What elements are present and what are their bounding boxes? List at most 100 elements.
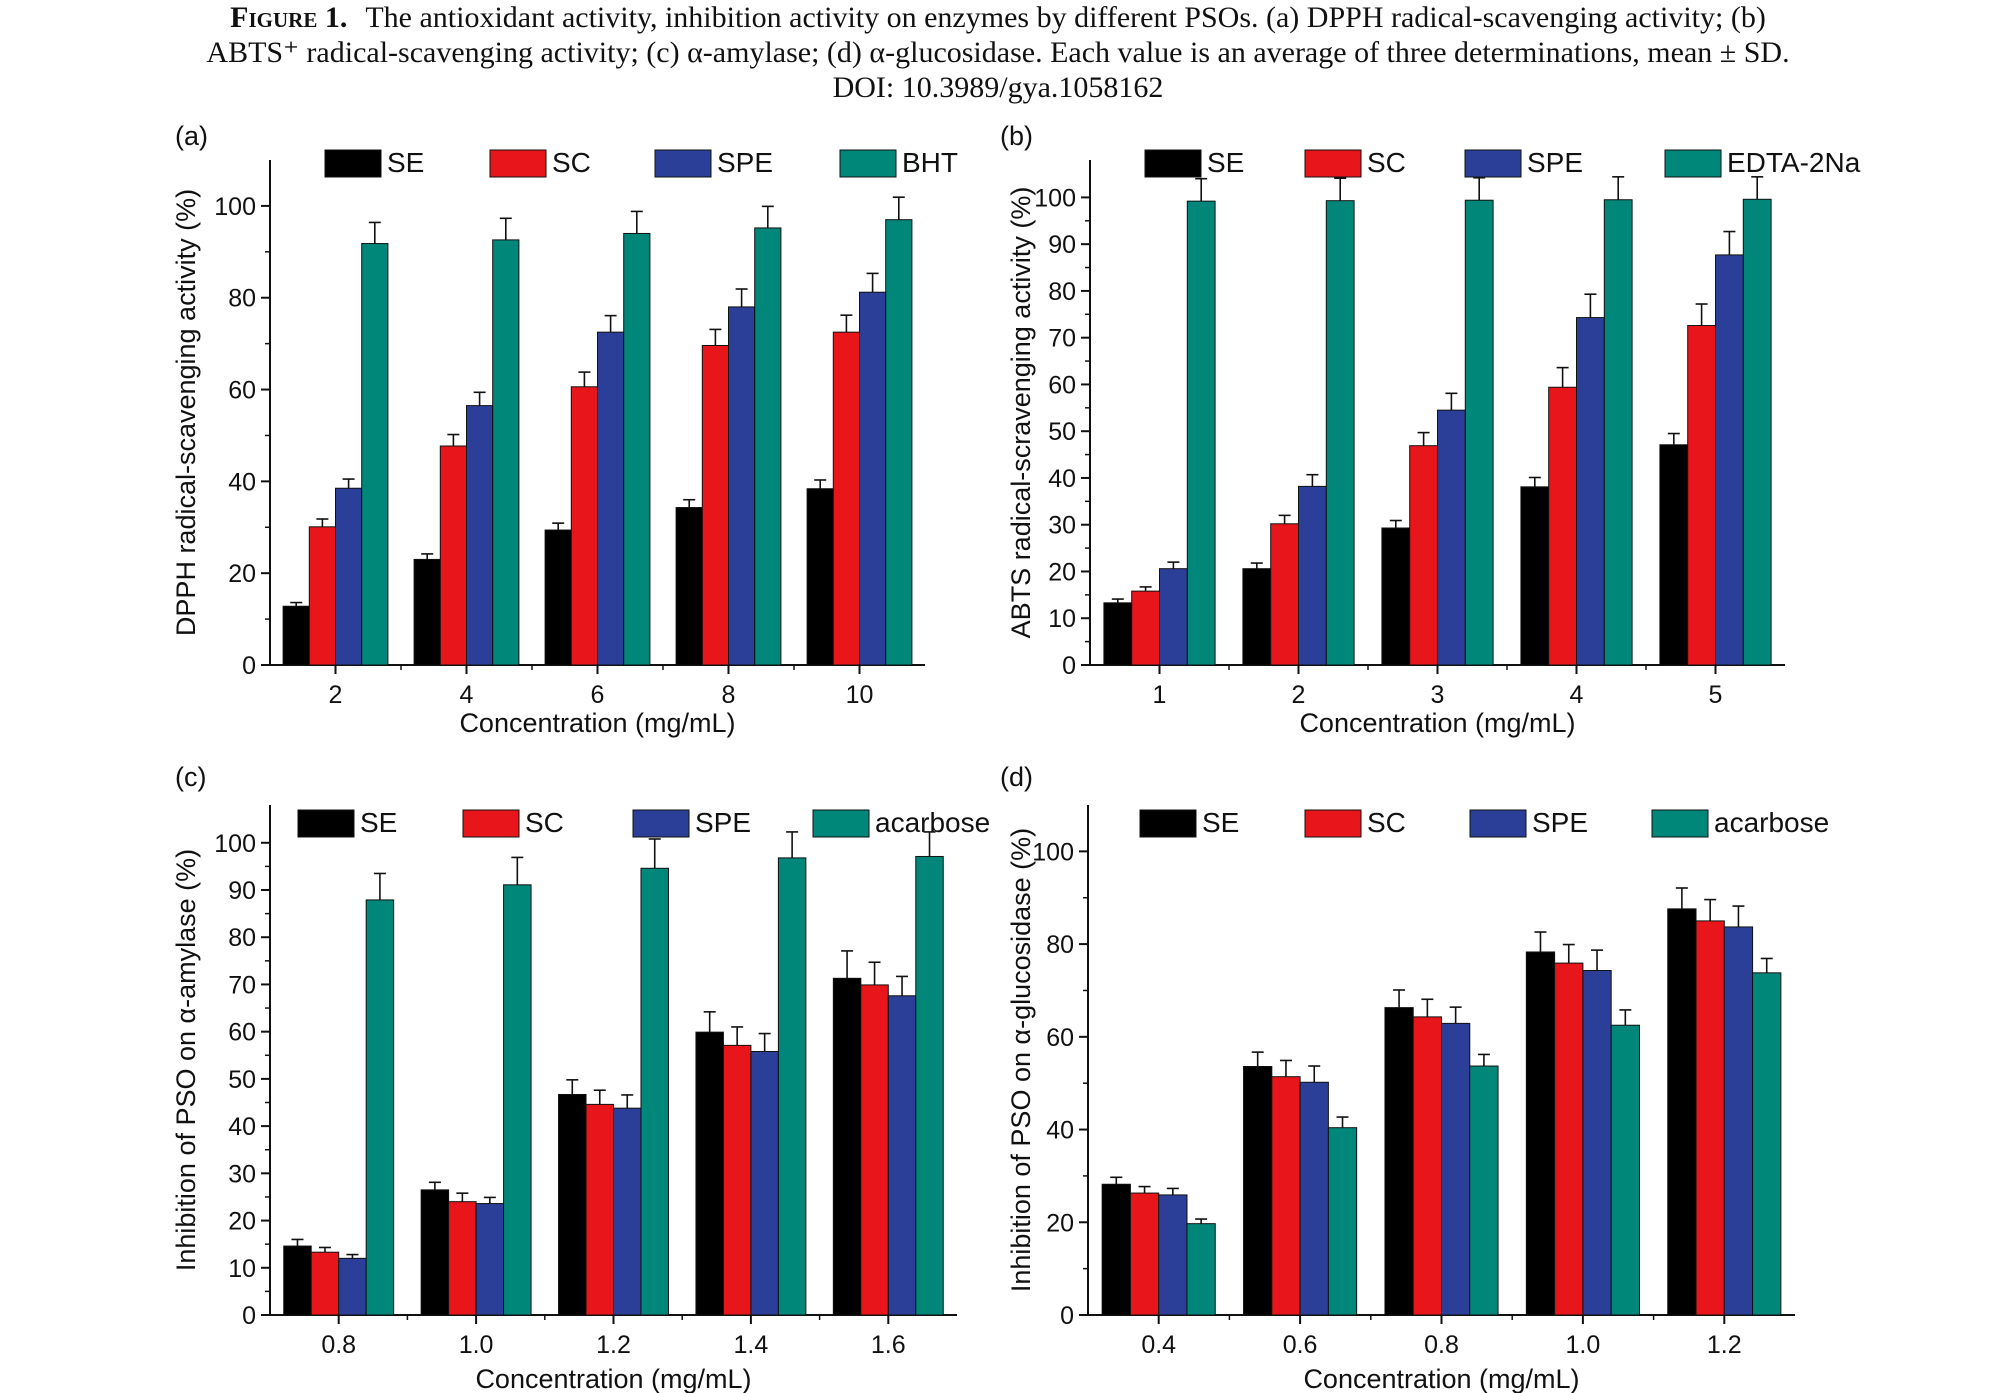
panel-label: (a) (175, 121, 208, 151)
bar-spe (1441, 1022, 1471, 1316)
bar-spe (1158, 1194, 1188, 1316)
y-tick-label: 0 (1060, 1302, 1074, 1330)
chart-panel-c: (c) 0 10 20 30 40 50 60 70 80 90 100 0.8 1.0 1.2 1.4 1.6… (171, 762, 990, 1393)
y-tick-label: 20 (228, 1208, 256, 1236)
bar-se (413, 558, 441, 666)
bar-edta-2na (1464, 199, 1494, 666)
x-tick-label: 6 (591, 681, 605, 709)
bar-spe (1437, 409, 1466, 666)
x-tick-label: 1 (1153, 681, 1167, 709)
x-axis-label: Concentration (mg/mL) (475, 1364, 751, 1393)
y-tick-label: 100 (214, 193, 256, 221)
legend-label: SC (552, 147, 591, 178)
bar-se (282, 605, 310, 666)
legend-swatch-sc (462, 809, 520, 838)
y-axis-label: Inhibition of PSO on α-amylase (%) (171, 849, 201, 1271)
legend-swatch-se (1139, 809, 1197, 838)
caption-line-3: DOI: 10.3989/gya.1058162 (832, 71, 1164, 104)
y-tick-label: 60 (1048, 371, 1076, 399)
bar-se (695, 1031, 724, 1316)
legend-swatch-sc (489, 149, 547, 178)
y-tick-label: 40 (1048, 465, 1076, 493)
bar-se (1659, 444, 1689, 666)
legend-label: acarbose (1714, 807, 1829, 838)
y-tick-label: 80 (1048, 278, 1076, 306)
bar-se (675, 507, 703, 666)
bar-sc (1409, 445, 1438, 666)
x-tick-label: 4 (460, 681, 474, 709)
y-tick-label: 10 (1048, 605, 1076, 633)
bar-sc (1412, 1016, 1442, 1316)
x-tick-label: 3 (1431, 681, 1445, 709)
legend-swatch-sc (1304, 149, 1362, 178)
bar-spe (466, 405, 494, 666)
bar-se (832, 977, 862, 1316)
legend-label: SC (1367, 147, 1406, 178)
panel-label: (d) (1000, 762, 1033, 792)
x-tick-label: 8 (722, 681, 736, 709)
legend-swatch-spe (1464, 149, 1522, 178)
y-tick-label: 80 (228, 924, 256, 952)
bar-spe (887, 995, 917, 1316)
bar-acarbose (1327, 1127, 1358, 1316)
bar-spe (613, 1107, 642, 1316)
chart-panel-d: (d) 0 20 40 60 80 100 0.4 0.6 0.8 1.0 1.2 SE SC SPE aca… (1000, 762, 1829, 1393)
legend-swatch-se (324, 149, 382, 178)
legend-label: SE (1207, 147, 1244, 178)
legend-label: SPE (1527, 147, 1583, 178)
bar-sc (1129, 1192, 1160, 1316)
y-tick-label: 40 (1046, 1117, 1074, 1145)
bar-bht (623, 232, 651, 666)
y-tick-label: 60 (228, 1019, 256, 1047)
y-tick-label: 0 (242, 652, 256, 680)
bar-se (558, 1093, 587, 1316)
y-tick-label: 30 (228, 1160, 256, 1188)
bar-sc (308, 526, 336, 666)
bar-edta-2na (1186, 200, 1216, 666)
bar-se (1243, 1065, 1273, 1316)
bar-sc (585, 1103, 615, 1316)
legend-swatch-acarbose (812, 809, 870, 838)
bar-sc (832, 331, 860, 666)
x-tick-label: 2 (1292, 681, 1306, 709)
bar-spe (1576, 317, 1605, 666)
bar-sc (310, 1251, 340, 1316)
panel-label: (c) (175, 762, 206, 792)
bar-spe (335, 487, 363, 666)
bar-spe (475, 1203, 505, 1316)
y-tick-label: 80 (228, 285, 256, 313)
y-tick-label: 0 (1062, 652, 1076, 680)
bar-se (1242, 568, 1272, 666)
legend-label: SE (1202, 807, 1239, 838)
y-tick-label: 50 (1048, 418, 1076, 446)
y-tick-label: 30 (1048, 512, 1076, 540)
x-tick-label: 1.2 (596, 1331, 631, 1359)
bar-se (420, 1189, 450, 1316)
x-tick-label: 0.6 (1283, 1331, 1318, 1359)
bar-bht (361, 243, 389, 666)
bar-spe (1298, 485, 1327, 666)
bar-se (1381, 527, 1411, 666)
bar-acarbose (1610, 1024, 1640, 1316)
panel-label: (b) (1000, 121, 1033, 151)
y-tick-label: 60 (1046, 1024, 1074, 1052)
legend-label: acarbose (875, 807, 990, 838)
bar-spe (1723, 926, 1754, 1316)
x-tick-label: 0.8 (1424, 1331, 1459, 1359)
chart-panel-b: (b) 0 10 20 30 40 50 60 70 80 90 100 1 2 3 4 5 SE SC SPE EDT… (1000, 121, 1861, 738)
bar-sc (1554, 962, 1584, 1316)
x-tick-label: 1.4 (734, 1331, 769, 1359)
bar-sc (1270, 523, 1299, 666)
legend-label: SPE (695, 807, 751, 838)
bar-acarbose (777, 857, 807, 1316)
bar-bht (885, 219, 913, 666)
x-tick-label: 10 (846, 681, 874, 709)
bar-se (283, 1245, 312, 1316)
legend-label: EDTA-2Na (1727, 147, 1861, 178)
y-axis-label: DPPH radical-scavenging activity (%) (171, 189, 201, 636)
legend-swatch-spe (632, 809, 690, 838)
figure-label: Figure 1. (230, 1, 348, 34)
caption-line-1: Figure 1. The antioxidant activity, inhib… (0, 0, 1996, 35)
legend-swatch-bht (839, 149, 897, 178)
legend-label: SC (525, 807, 564, 838)
